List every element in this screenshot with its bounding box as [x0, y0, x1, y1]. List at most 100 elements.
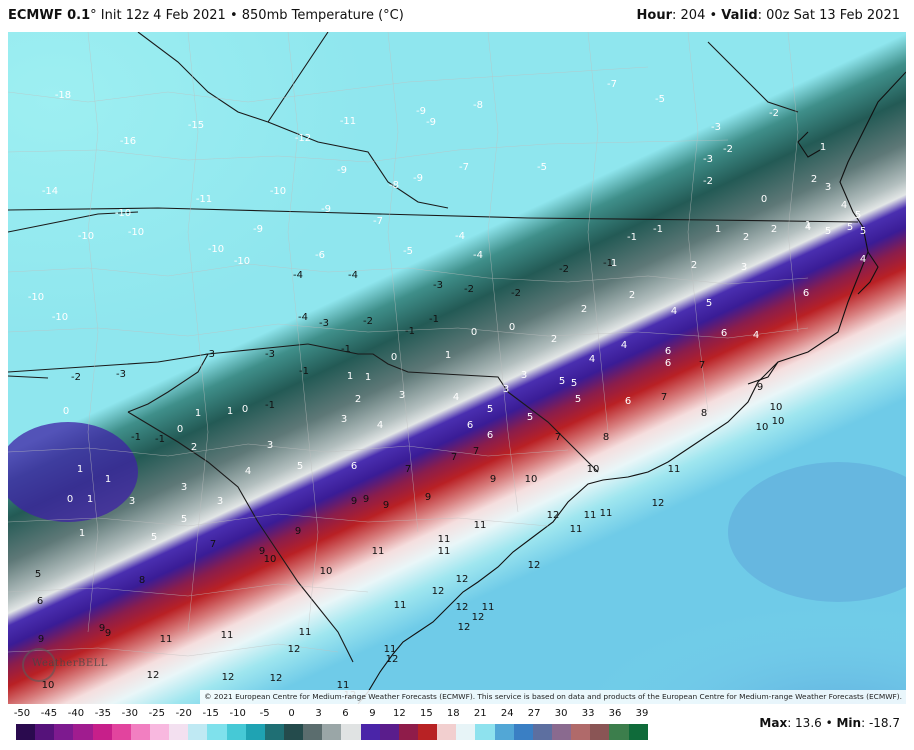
header-valid-time: Hour: 204 • Valid: 00z Sat 13 Feb 2021 [637, 8, 900, 23]
colorbar-tick-label: 3 [315, 708, 322, 719]
temperature-value-label: 5 [35, 569, 41, 580]
temperature-value-label: 3 [129, 496, 135, 507]
min-label: Min [836, 716, 862, 730]
temperature-value-label: 2 [355, 394, 361, 405]
temperature-value-label: -6 [315, 250, 325, 261]
colorbar-swatch [322, 724, 342, 740]
temperature-value-label: 5 [847, 222, 853, 233]
colorbar-tick-label: 27 [527, 708, 541, 719]
temperature-value-label: 11 [384, 644, 397, 655]
colorbar-swatch [35, 724, 55, 740]
temperature-value-label: -11 [340, 116, 356, 127]
colorbar-strip [16, 724, 648, 740]
colorbar-swatch [16, 724, 36, 740]
temperature-value-label: 11 [482, 602, 495, 613]
init-time: Init 12z 4 Feb 2021 [96, 8, 226, 23]
temperature-value-label: 11 [160, 634, 173, 645]
temperature-value-label: 2 [811, 174, 817, 185]
temperature-value-label: -2 [464, 284, 474, 295]
temperature-value-label: 1 [195, 408, 201, 419]
temperature-value-label: 6 [665, 346, 671, 357]
kentucky-tn-border [8, 375, 49, 379]
temperature-value-label: -4 [473, 250, 483, 261]
colorbar-swatch [494, 724, 514, 740]
temperature-value-label: 11 [668, 464, 681, 475]
temperature-value-label: 5 [297, 461, 303, 472]
colorbar-swatch [245, 724, 265, 740]
temperature-value-label: -11 [196, 194, 212, 205]
temperature-value-label: 11 [584, 510, 597, 521]
colorbar-tick-label: 39 [635, 708, 649, 719]
temperature-value-label: 3 [341, 414, 347, 425]
colorbar-tick-label: -25 [148, 708, 165, 719]
wv-va-border [267, 121, 449, 209]
map-canvas: -18-15-16-11-12-9-8-7-5-3-2-3-9-9 -7 -5-2-… [8, 32, 906, 704]
temperature-value-label: 4 [841, 200, 847, 211]
colorbar-swatch [571, 724, 591, 740]
colorbar-tick-label: -20 [175, 708, 192, 719]
temperature-value-label: -4 [455, 231, 465, 242]
temperature-value-label: 4 [671, 306, 677, 317]
temperature-value-label: 4 [589, 354, 595, 365]
temperature-value-label: 1 [87, 494, 93, 505]
temperature-value-label: 8 [139, 575, 145, 586]
temperature-value-label: 3 [521, 370, 527, 381]
colorbar-tick-label: 12 [393, 708, 406, 719]
logo-circle-icon [22, 648, 56, 682]
temperature-value-label: 11 [570, 524, 583, 535]
temperature-value-label: -2 [723, 144, 733, 155]
temperature-value-label: 1 [105, 474, 111, 485]
colorbar-swatch [149, 724, 170, 740]
temperature-value-label: 1 [77, 464, 83, 475]
temperature-value-label: 3 [217, 496, 223, 507]
temperature-value-label: 1 [611, 258, 617, 269]
coastline [357, 71, 906, 704]
temperature-value-label: -1 [405, 326, 415, 337]
temperature-value-label: -7 [607, 79, 617, 90]
temperature-value-label: 3 [825, 182, 831, 193]
temperature-value-label: 12 [270, 673, 283, 684]
temperature-value-label: -9 [413, 173, 423, 184]
temperature-value-label: -7 [373, 216, 383, 227]
state-borders [8, 32, 859, 663]
temperature-value-label: -8 [473, 100, 483, 111]
temperature-value-label: -2 [703, 176, 713, 187]
temperature-value-label: 1 [79, 528, 85, 539]
ocean-shading [728, 462, 906, 602]
temperature-value-label: -10 [52, 312, 68, 323]
temperature-value-label: 10 [42, 680, 55, 691]
colorbar-tick-label: -5 [259, 708, 270, 719]
colorbar-tick-label: 21 [473, 708, 487, 719]
colorbar-swatch [92, 724, 112, 740]
temperature-value-label: 0 [761, 194, 767, 205]
colorbar-swatch [188, 724, 208, 740]
colorbar-tick-label: 30 [554, 708, 568, 719]
temperature-value-label: 10 [587, 464, 600, 475]
temperature-value-label: 4 [377, 420, 383, 431]
colorbar-swatch [417, 724, 438, 740]
ky-va-border [8, 211, 139, 233]
colorbar-swatch [207, 724, 227, 740]
temperature-value-label: 9 [425, 492, 431, 503]
temperature-value-label: 12 [547, 510, 560, 521]
logo-text: WeatherBELL [32, 658, 108, 669]
degree-symbol: ° [90, 8, 97, 23]
temperature-value-label: 5 [151, 532, 157, 543]
temperature-value-label: 11 [299, 627, 312, 638]
temperature-value-label: 12 [652, 498, 665, 509]
temperature-value-label: 11 [438, 546, 451, 557]
temperature-value-label: 3 [267, 440, 273, 451]
temperature-value-label: 5 [860, 226, 866, 237]
colorbar-swatch [111, 724, 131, 740]
colorbar-tick-label: 18 [446, 708, 460, 719]
temperature-value-label: -10 [234, 256, 250, 267]
temperature-value-label: 9 [383, 500, 389, 511]
temperature-value-label: -10 [78, 231, 94, 242]
colorbar: -50 -45 -40 -35 -30 -25 -20 -15 -10 -5 0 3 6 9 12 15 18 2… [8, 708, 668, 750]
temperature-value-label: 2 [743, 232, 749, 243]
temperature-value-label: 11 [337, 680, 350, 691]
temperature-value-label: 5 [825, 226, 831, 237]
colorbar-tick-label: -30 [121, 708, 138, 719]
wv-ky-border [267, 32, 329, 123]
temperature-value-label: -9 [321, 204, 331, 215]
